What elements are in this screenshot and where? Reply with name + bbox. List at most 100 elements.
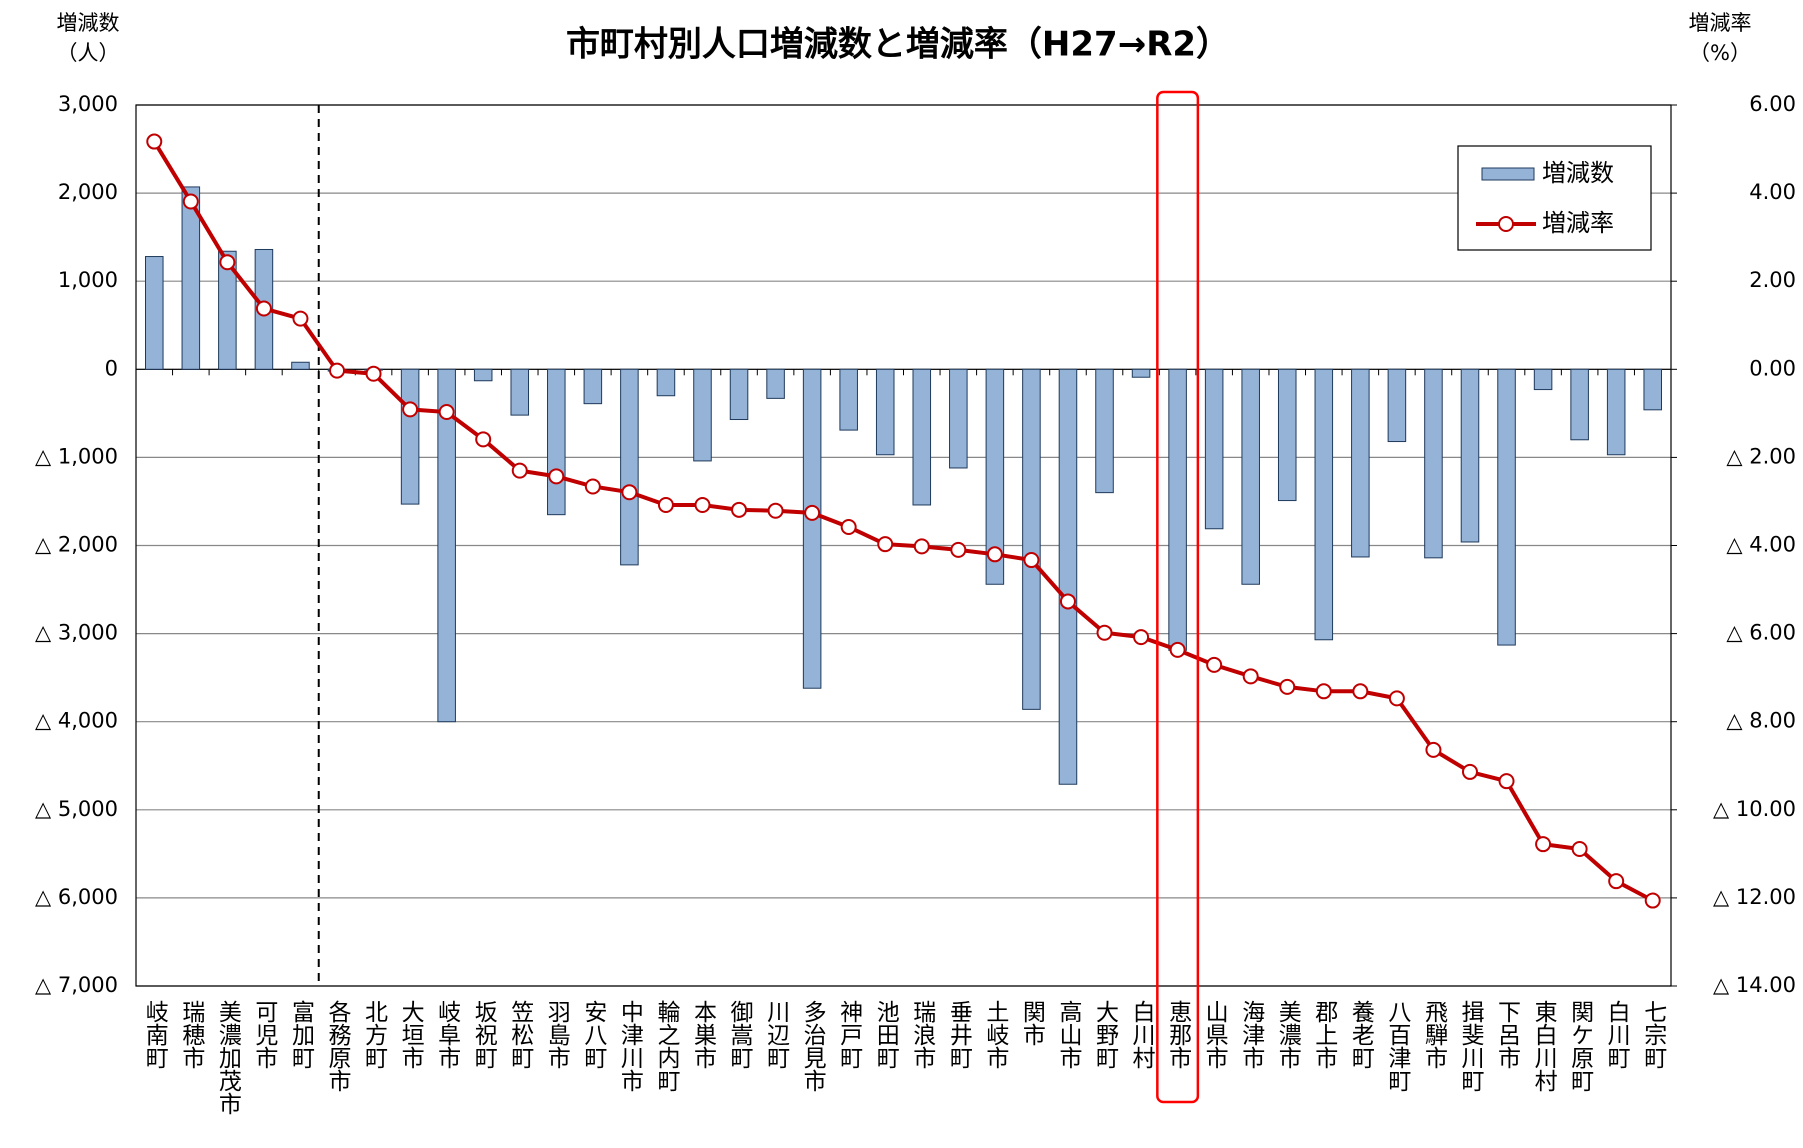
bar	[1497, 368, 1516, 646]
x-tick-label: 東白川村	[1530, 1000, 1558, 1092]
x-tick-label: 高山市	[1055, 1000, 1082, 1069]
marker	[1352, 683, 1369, 700]
marker	[804, 504, 821, 521]
legend-label: 増減数	[1542, 159, 1614, 187]
bar	[802, 368, 822, 689]
x-tick-label: 山県市	[1201, 1000, 1229, 1069]
bar	[1351, 368, 1370, 558]
marker	[950, 541, 967, 558]
bar	[1643, 368, 1662, 411]
y2-tick-label: △ 6.00	[1726, 621, 1796, 645]
y2-tick-label: △ 12.00	[1713, 885, 1796, 909]
y2-tick-label: △ 14.00	[1713, 973, 1796, 997]
marker	[877, 536, 894, 553]
y2-axis-title: （%）	[1689, 41, 1751, 65]
y2-tick-label: △ 8.00	[1726, 709, 1796, 733]
x-tick-label: 垂井町	[945, 1000, 972, 1069]
y2-tick-label: 6.00	[1749, 92, 1796, 116]
bar	[218, 250, 237, 370]
x-tick-label: 白川村	[1128, 1000, 1156, 1069]
bar	[1570, 368, 1589, 441]
x-tick-label: 羽島市	[543, 1000, 571, 1069]
y2-tick-label: 2.00	[1749, 268, 1796, 292]
legend-swatch	[1498, 216, 1514, 232]
marker	[219, 254, 236, 271]
bar	[875, 368, 895, 456]
bar	[656, 368, 676, 397]
bar	[985, 368, 1005, 585]
marker	[767, 502, 784, 519]
bar	[1241, 368, 1260, 585]
bar	[729, 368, 749, 421]
x-tick-label: 坂祝町	[470, 1000, 498, 1069]
x-tick-label: 川辺町	[763, 1000, 791, 1069]
bar	[400, 368, 420, 505]
marker	[548, 468, 565, 485]
x-tick-label: 美濃加茂市	[214, 1000, 242, 1115]
y-tick-label: △ 6,000	[35, 885, 118, 909]
y-tick-label: △ 3,000	[35, 621, 118, 645]
y-tick-label: △ 2,000	[35, 533, 118, 557]
marker	[1535, 836, 1552, 853]
bar	[1131, 368, 1151, 378]
x-tick-label: 大野町	[1092, 1000, 1120, 1069]
marker	[621, 484, 638, 501]
y2-tick-label: △ 2.00	[1726, 444, 1796, 468]
marker	[1206, 656, 1223, 673]
bar	[1387, 368, 1407, 443]
x-tick-label: 多治見市	[799, 1000, 827, 1092]
line	[152, 140, 1654, 903]
y-tick-label: △ 1,000	[35, 444, 118, 468]
highlight-box	[1156, 90, 1200, 1104]
marker	[146, 133, 163, 150]
legend-label: 増減率	[1542, 209, 1614, 237]
x-tick-label: 笠松町	[507, 1000, 535, 1069]
y-tick-label: △ 7,000	[35, 973, 118, 997]
legend-box	[1457, 145, 1652, 251]
y-axis-title: 増減数	[57, 11, 120, 35]
y-tick-label: 2,000	[58, 180, 118, 204]
bar	[181, 186, 201, 370]
y2-axis-title: 増減率	[1689, 11, 1752, 35]
x-tick-label: 関市	[1018, 1000, 1045, 1046]
x-tick-label: 下呂市	[1494, 1000, 1521, 1069]
marker	[1425, 741, 1442, 758]
marker	[1644, 892, 1661, 909]
bar	[547, 368, 566, 516]
x-tick-label: 大垣市	[397, 1000, 425, 1069]
marker	[1059, 593, 1076, 610]
bar	[473, 368, 493, 382]
marker	[584, 478, 601, 495]
marker	[731, 501, 748, 518]
marker	[1279, 678, 1296, 695]
bar	[949, 368, 968, 469]
y-tick-label: 0	[105, 356, 118, 380]
x-tick-label: 岐阜市	[434, 1000, 461, 1069]
y-tick-label: 3,000	[58, 92, 118, 116]
bar	[437, 368, 456, 723]
x-tick-label: 八百津町	[1384, 1000, 1412, 1092]
marker	[1461, 763, 1478, 780]
y2-tick-label: △ 4.00	[1726, 533, 1796, 557]
y-tick-label: △ 5,000	[35, 797, 118, 821]
bar	[766, 368, 785, 399]
bar	[693, 368, 712, 462]
x-tick-label: 本巣市	[689, 1000, 717, 1069]
marker	[1498, 773, 1515, 790]
marker	[694, 496, 711, 513]
x-tick-label: 各務原市	[324, 1000, 352, 1092]
bar	[1022, 368, 1041, 710]
y-tick-label: 1,000	[58, 268, 118, 292]
marker	[1023, 552, 1040, 569]
marker	[1571, 841, 1588, 858]
bar	[1424, 368, 1443, 559]
marker	[1242, 668, 1259, 685]
x-tick-label: 池田町	[872, 1000, 900, 1069]
marker	[1388, 690, 1405, 707]
marker	[840, 518, 857, 535]
x-tick-label: 岐南町	[141, 1000, 168, 1069]
bar	[145, 256, 164, 370]
marker	[182, 193, 199, 210]
x-tick-label: 輪之内町	[653, 1000, 681, 1092]
